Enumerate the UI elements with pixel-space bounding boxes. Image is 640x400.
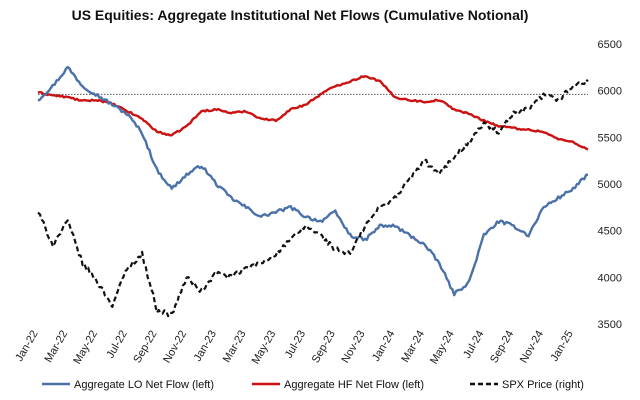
x-tick-label: Nov-22 <box>161 329 189 366</box>
x-tick-label: Jan-24 <box>370 329 397 364</box>
x-tick-label: Jul-24 <box>461 328 486 360</box>
y-tick-label: 5500 <box>598 132 622 144</box>
x-tick-label: May-24 <box>428 329 457 367</box>
legend-label: SPX Price (right) <box>502 379 584 391</box>
x-tick-label: Jan-23 <box>192 329 219 364</box>
plot-area <box>37 65 589 318</box>
x-tick-label: Nov-24 <box>518 329 546 366</box>
x-tick-label: Sep-24 <box>488 329 516 366</box>
x-tick-label: Jul-23 <box>283 329 308 361</box>
x-tick-label: May-22 <box>71 329 100 367</box>
x-tick-label: Mar-24 <box>399 329 427 365</box>
y-tick-label: 6000 <box>598 86 622 98</box>
x-tick-label: Jul-22 <box>104 329 129 361</box>
x-tick-label: Sep-23 <box>310 329 338 366</box>
right-axis: 3500 4000 4500 5000 5500 6000 6500 <box>598 39 622 331</box>
x-tick-label: Sep-22 <box>131 329 159 366</box>
chart-title: US Equities: Aggregate Institutional Net… <box>72 7 529 23</box>
y-tick-label: 4000 <box>598 272 622 284</box>
x-tick-label: Mar-22 <box>43 329 71 365</box>
y-tick-label: 4500 <box>598 226 622 238</box>
series-line-spx-price <box>37 78 589 318</box>
x-tick-label: Jan-22 <box>13 329 40 364</box>
legend: Aggregate LO Net Flow (left) Aggregate HF… <box>42 379 584 391</box>
x-tick-label: Nov-23 <box>339 329 367 366</box>
x-tick-label: May-23 <box>250 329 279 367</box>
series-line-hf-net-flow <box>37 75 589 151</box>
legend-label: Aggregate HF Net Flow (left) <box>284 379 424 391</box>
x-tick-label: Jan-25 <box>549 329 576 364</box>
y-tick-label: 3500 <box>598 319 622 331</box>
legend-label: Aggregate LO Net Flow (left) <box>74 379 214 391</box>
x-axis: Jan-22 Mar-22 May-22 Jul-22 Sep-22 Nov-22 Jan-… <box>13 328 575 366</box>
y-tick-label: 6500 <box>598 39 622 51</box>
y-tick-label: 5000 <box>598 179 622 191</box>
series-line-lo-net-flow <box>37 65 589 297</box>
x-tick-label: Mar-23 <box>221 329 249 365</box>
